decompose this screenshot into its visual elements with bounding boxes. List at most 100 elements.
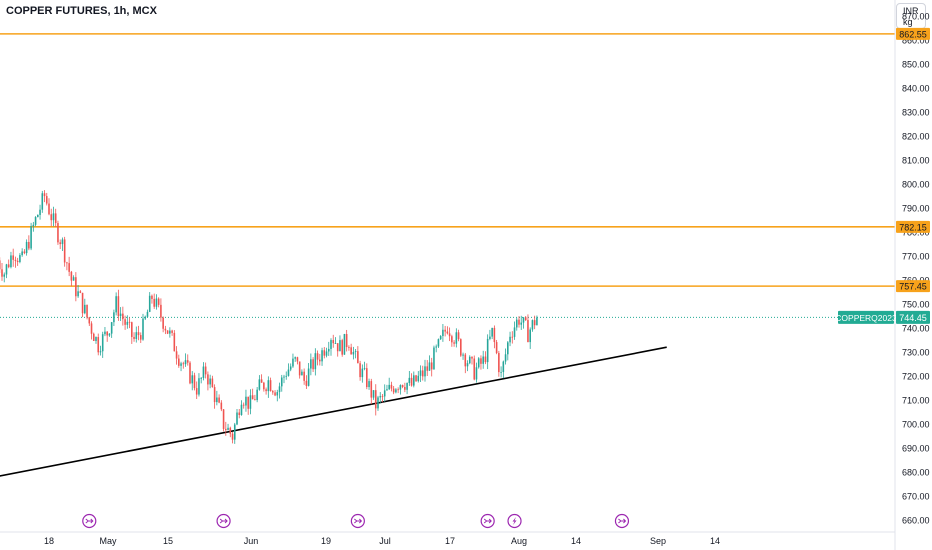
candle-body [180,363,182,366]
candle-body [475,367,478,380]
split-arrow-icon[interactable] [480,513,495,529]
candle-body [101,334,104,352]
candle-body [269,380,272,392]
split-glyph [483,518,492,524]
split-arrow-icon[interactable] [614,513,630,529]
candle-body [186,360,189,363]
candle-body [135,332,138,339]
y-tick-label: 700.00 [902,420,930,430]
candle-body [406,383,408,390]
candle-body [184,360,187,365]
candle-body [155,298,158,307]
level-label-box [896,280,930,293]
y-tick-label: 810.00 [902,156,930,166]
candle-body [59,242,61,245]
horizontal-levels [0,33,895,318]
candle-body [216,397,218,403]
price-labels: 862.55 782.15 757.45 COPPERQ2023 744.45 [835,27,930,324]
candle-body [263,382,265,390]
candle-body [272,391,274,393]
candle-body [310,359,312,369]
candle-body [464,354,467,367]
candle-body [435,346,437,348]
candle-body [3,274,6,277]
candle-body [32,224,35,227]
candle-body [209,378,211,385]
candle-body [533,320,536,326]
x-tick-label: Sep [650,536,666,546]
split-glyph [219,518,228,524]
candle-body [359,363,361,378]
candle-body [231,433,234,440]
candle-body [28,241,30,249]
candle-body [193,375,196,389]
candle-body [19,255,21,262]
candle-body [84,304,86,314]
candle-body [52,213,55,221]
candles [0,190,538,444]
candle-body [339,340,341,352]
candle-body [350,347,352,355]
candle-body [30,226,32,249]
candle-body [319,359,321,362]
split-glyph [354,518,363,524]
y-axis: 660.00 670.00 680.00 690.00 700.00 710.00 720.… [894,0,930,550]
candle-body [498,353,500,373]
candle-body [343,334,346,355]
candle-body [363,368,366,370]
candle-body [34,217,37,225]
split-glyph [85,518,94,524]
candle-body [330,340,332,349]
candle-body [126,321,129,325]
candle-body [484,356,487,363]
split-arrow-icon[interactable] [350,513,365,529]
split-glyph [618,518,627,524]
candle-body [509,336,511,343]
candle-body [242,404,245,406]
candle-body [316,353,319,360]
candle-body [413,375,415,386]
candle-body [146,311,149,317]
candle-body [189,362,191,384]
candle-body [433,347,435,370]
candle-body [305,380,308,386]
candle-body [529,329,531,343]
x-tick-label: 17 [445,536,455,546]
candle-body [81,292,84,314]
candle-body [457,332,460,340]
candle-body [439,336,442,340]
candle-body [482,356,484,364]
candle-body [133,336,135,339]
y-tick-label: 710.00 [902,396,930,406]
candle-body [151,295,153,299]
candle-body [7,264,10,268]
candle-body [352,351,355,355]
candle-body [254,399,256,401]
candle-body [390,384,393,389]
split-arrow-icon[interactable] [216,513,231,529]
candle-body [14,259,17,261]
candle-body [258,379,261,390]
candle-body [410,377,413,386]
candle-body [348,347,350,348]
candle-body [169,330,171,334]
x-tick-label: 14 [571,536,581,546]
lightning-glyph [512,517,517,525]
lightning-icon[interactable] [507,513,522,529]
x-tick-label: 18 [44,536,54,546]
candle-body [66,262,68,264]
candle-body [495,342,498,354]
candle-body [0,260,1,270]
candle-body [489,336,491,339]
candle-body [536,317,538,326]
candle-body [104,331,106,335]
candle-body [222,409,225,429]
candle-body [113,312,115,323]
candle-body [164,328,167,331]
symbol-label: COPPERQ2023 [835,313,897,323]
split-arrow-icon[interactable] [82,513,97,529]
candle-body [455,332,458,344]
candle-body [220,402,223,410]
